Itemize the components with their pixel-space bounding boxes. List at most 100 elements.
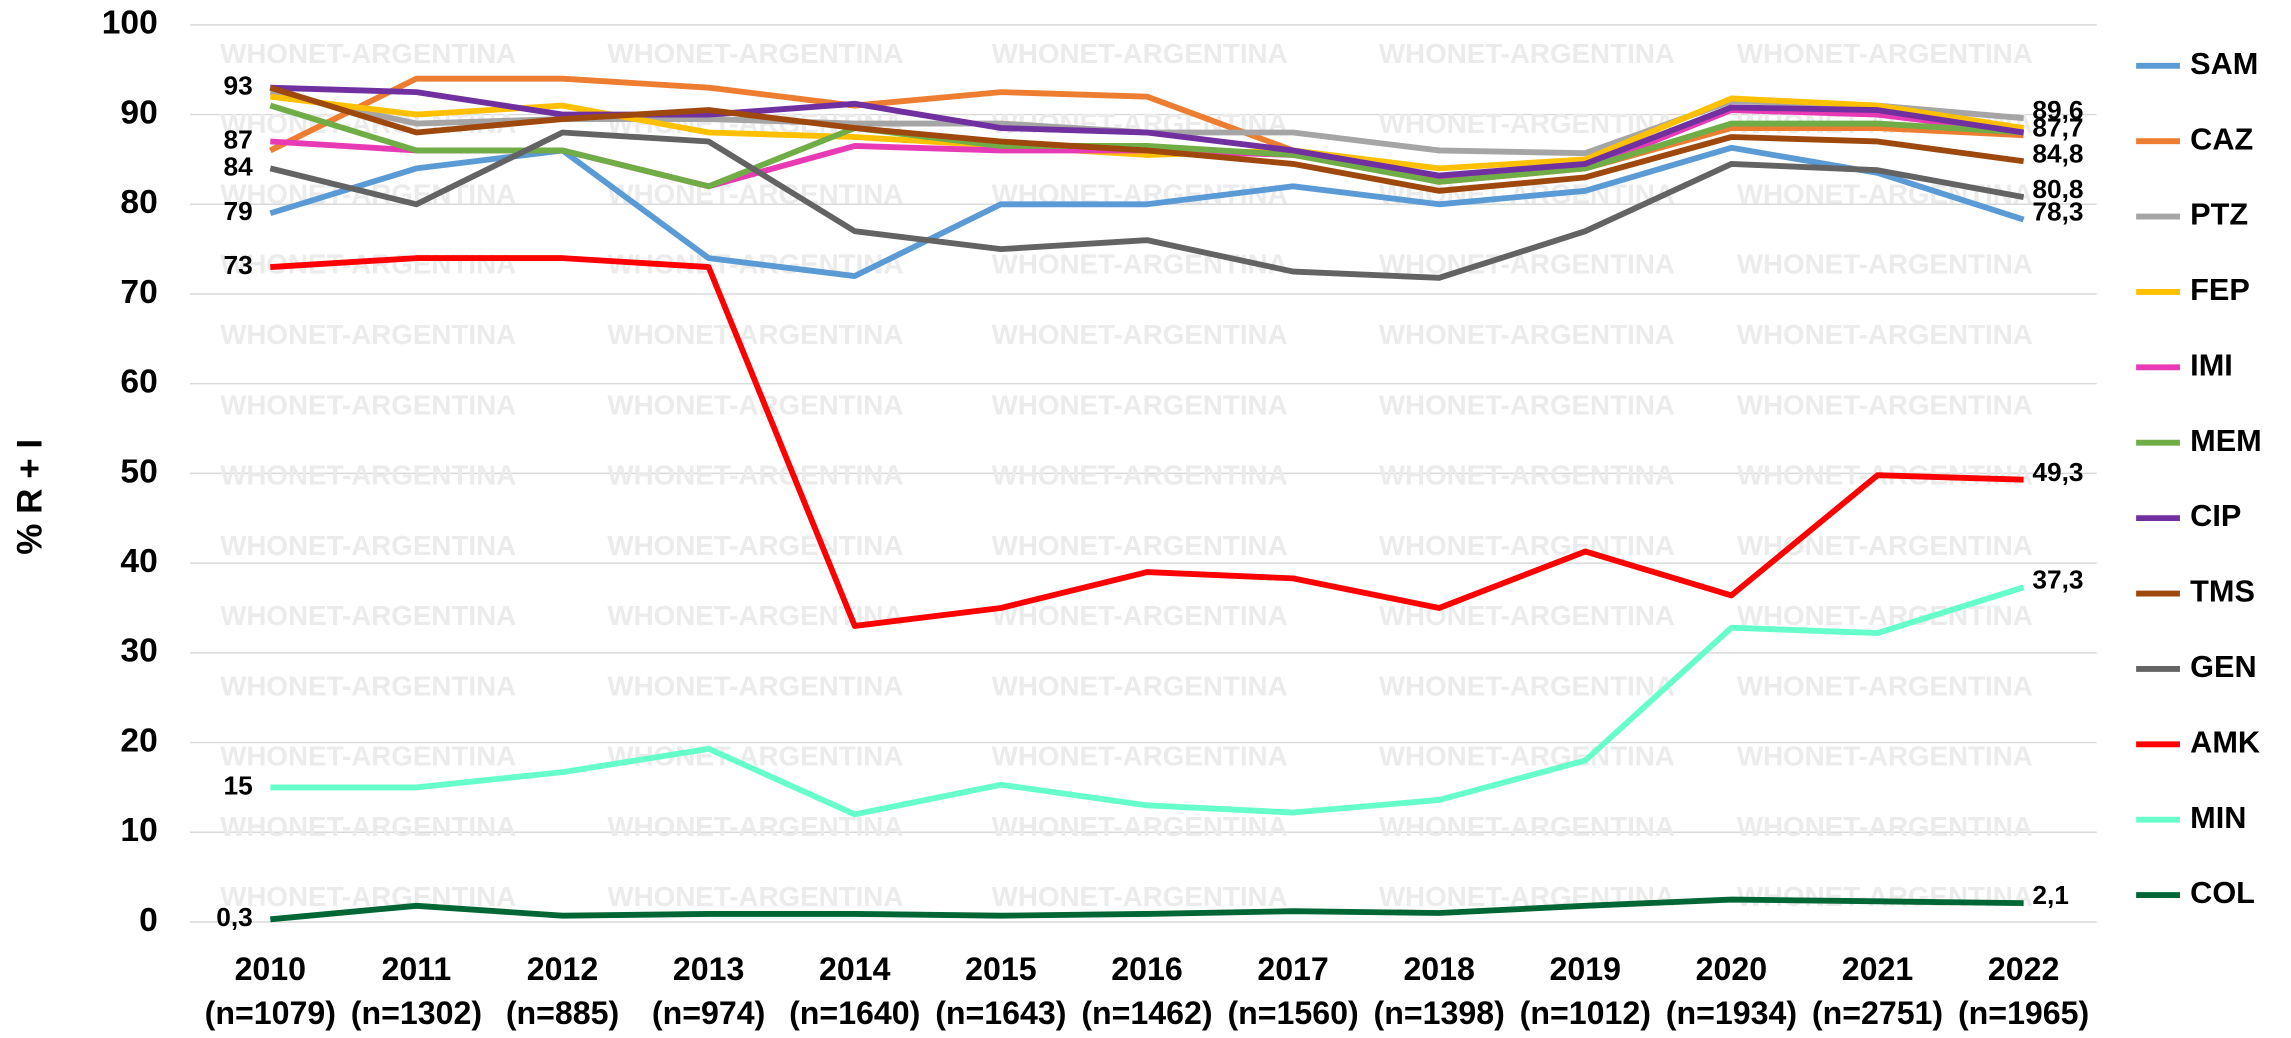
series-line (269, 102, 2024, 190)
x-tick-sublabel: (n=1462) (1081, 995, 1212, 1031)
data-label: 84 (224, 151, 254, 181)
data-label: 15 (224, 770, 253, 800)
x-tick-sublabel: (n=1302) (351, 995, 482, 1031)
data-label: 79 (224, 196, 253, 226)
legend-label: CAZ (2190, 121, 2253, 156)
x-tick-sublabel: (n=974) (652, 995, 765, 1031)
watermark-text: WHONET-ARGENTINA (607, 881, 903, 912)
x-tick-label: 2013 (673, 951, 744, 987)
series-line (270, 896, 2024, 923)
series-line (270, 255, 2024, 629)
watermark-text: WHONET-ARGENTINA (992, 811, 1288, 842)
legend-label: PTZ (2190, 197, 2248, 232)
watermark-text: WHONET-ARGENTINA (992, 38, 1288, 69)
y-tick-label: 60 (120, 364, 157, 401)
watermark-text: WHONET-ARGENTINA (1737, 530, 2033, 561)
x-tick-label: 2021 (1842, 951, 1913, 987)
watermark-text: WHONET-ARGENTINA (1379, 741, 1675, 772)
legend-label: IMI (2190, 347, 2233, 382)
data-label: 80,8 (2032, 174, 2083, 204)
watermark-text: WHONET-ARGENTINA (220, 530, 516, 561)
x-tick-label: 2014 (819, 951, 891, 987)
watermark-text: WHONET-ARGENTINA (1737, 38, 2033, 69)
series-line (270, 84, 2025, 179)
watermark-text: WHONET-ARGENTINA (607, 670, 903, 701)
y-tick-label: 50 (120, 453, 157, 490)
data-label: 87,7 (2032, 112, 2083, 142)
y-tick-label: 90 (120, 94, 157, 131)
watermark-text: WHONET-ARGENTINA (1379, 319, 1675, 350)
x-tick-label: 2010 (235, 951, 306, 987)
watermark-text: WHONET-ARGENTINA (607, 389, 903, 420)
watermark-text: WHONET-ARGENTINA (220, 389, 516, 420)
legend-label: GEN (2190, 649, 2256, 684)
legend-label: SAM (2190, 46, 2258, 81)
watermark-text: WHONET-ARGENTINA (1379, 460, 1675, 491)
watermark-text: WHONET-ARGENTINA (220, 670, 516, 701)
watermark-text: WHONET-ARGENTINA (1379, 108, 1675, 139)
watermark-text: WHONET-ARGENTINA (607, 38, 903, 69)
series-line (269, 75, 2024, 185)
x-tick-label: 2012 (527, 951, 598, 987)
watermark-text: WHONET-ARGENTINA (1379, 670, 1675, 701)
x-tick-label: 2020 (1696, 951, 1767, 987)
x-tick-sublabel: (n=1398) (1374, 995, 1505, 1031)
watermark-text: WHONET-ARGENTINA (1379, 389, 1675, 420)
y-tick-label: 30 (120, 633, 157, 670)
data-label: 49,3 (2032, 457, 2083, 487)
y-tick-label: 10 (120, 812, 157, 849)
legend-label: MIN (2190, 800, 2246, 835)
watermark-text: WHONET-ARGENTINA (1737, 389, 2033, 420)
series-line (269, 93, 2025, 172)
watermark-text: WHONET-ARGENTINA (1379, 530, 1675, 561)
watermark-text: WHONET-ARGENTINA (1379, 811, 1675, 842)
x-tick-label: 2016 (1111, 951, 1182, 987)
legend-label: CIP (2190, 498, 2241, 533)
watermark-text: WHONET-ARGENTINA (220, 460, 516, 491)
data-label: 89,6 (2032, 95, 2083, 125)
x-tick-sublabel: (n=1079) (205, 995, 336, 1031)
x-tick-label: 2015 (965, 951, 1036, 987)
watermark-text: WHONET-ARGENTINA (607, 530, 903, 561)
watermark-text: WHONET-ARGENTINA (1737, 600, 2033, 631)
watermark-text: WHONET-ARGENTINA (220, 319, 516, 350)
data-label: 78,3 (2032, 197, 2083, 227)
watermark-text: WHONET-ARGENTINA (992, 741, 1288, 772)
x-tick-sublabel: (n=2751) (1812, 995, 1943, 1031)
watermark-text: WHONET-ARGENTINA (220, 38, 516, 69)
x-tick-label: 2019 (1550, 951, 1621, 987)
x-tick-label: 2017 (1257, 951, 1328, 987)
y-tick-label: 100 (102, 5, 158, 42)
watermark-text: WHONET-ARGENTINA (220, 811, 516, 842)
watermark-text: WHONET-ARGENTINA (1737, 670, 2033, 701)
watermark-text: WHONET-ARGENTINA (992, 460, 1288, 491)
x-tick-sublabel: (n=1965) (1958, 995, 2089, 1031)
series-line (270, 584, 2025, 818)
watermark-text: WHONET-ARGENTINA (992, 670, 1288, 701)
x-tick-sublabel: (n=1934) (1666, 995, 1797, 1031)
watermark-text: WHONET-ARGENTINA (220, 741, 516, 772)
data-label: 2,1 (2032, 880, 2069, 910)
y-tick-label: 0 (139, 902, 158, 939)
data-label: 73 (224, 250, 253, 280)
watermark-text: WHONET-ARGENTINA (607, 319, 903, 350)
watermark-text: WHONET-ARGENTINA (220, 249, 516, 280)
legend-label: COL (2190, 875, 2255, 910)
watermark-text: WHONET-ARGENTINA (1737, 319, 2033, 350)
watermark-text: WHONET-ARGENTINA (1737, 881, 2033, 912)
y-tick-label: 40 (120, 543, 157, 580)
watermark: WHONET-ARGENTINA WHONET-ARGENTINA WHONET-A… (220, 38, 2033, 912)
y-tick-label: 70 (120, 274, 157, 311)
x-tick-sublabel: (n=885) (506, 995, 619, 1031)
y-tick-label: 80 (120, 184, 157, 221)
y-axis-label: % R + I (10, 439, 49, 555)
data-label: 93 (224, 71, 253, 101)
watermark-text: WHONET-ARGENTINA (607, 178, 903, 209)
legend-label: TMS (2190, 574, 2255, 609)
x-tick-label: 2011 (382, 951, 452, 987)
x-tick-label: 2018 (1403, 951, 1474, 987)
data-label: 37,3 (2032, 564, 2083, 594)
legend-label: AMK (2190, 724, 2260, 759)
x-tick-sublabel: (n=1640) (789, 995, 920, 1031)
